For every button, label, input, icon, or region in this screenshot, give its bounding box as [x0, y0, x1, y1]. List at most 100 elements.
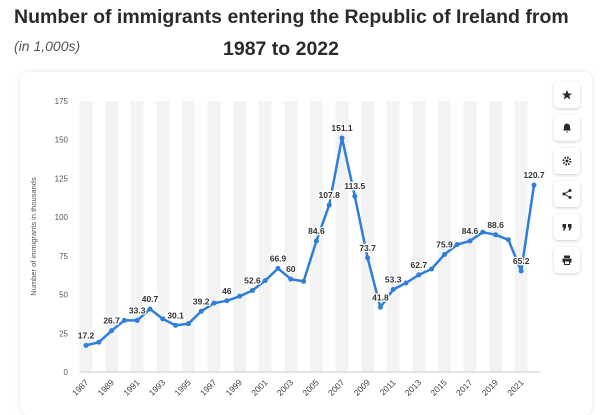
data-point	[173, 322, 179, 328]
chart-card: 0 25 50 75 100 125 150 175 Number of immigrants …	[20, 72, 592, 415]
y-tick-label: 150	[55, 136, 69, 145]
x-tick-label: 1997	[198, 377, 219, 398]
data-point	[352, 193, 358, 199]
page-title: Number of immigrants entering the Republ…	[14, 6, 569, 28]
grid-band	[156, 101, 170, 372]
data-label: 46	[222, 286, 232, 296]
grid-band	[412, 101, 426, 372]
data-point	[147, 306, 153, 312]
notification-button[interactable]	[554, 115, 580, 141]
data-point	[339, 135, 345, 141]
data-point	[326, 202, 332, 208]
grid-band	[310, 101, 323, 372]
x-tick-label: 2007	[326, 377, 347, 398]
data-point	[505, 237, 511, 243]
data-label: 53.3	[385, 274, 402, 284]
x-tick-label: 2003	[275, 377, 296, 398]
grid-band	[386, 101, 400, 372]
x-tick-label: 2013	[403, 377, 424, 398]
share-button[interactable]	[554, 181, 580, 207]
data-label: 41.8	[372, 292, 389, 302]
data-point	[198, 308, 204, 314]
data-point	[121, 317, 127, 323]
grid-band	[130, 101, 144, 372]
data-label: 39.2	[193, 296, 210, 306]
grid-band	[79, 101, 93, 372]
grid-band	[207, 101, 221, 372]
data-label: 40.7	[142, 294, 159, 304]
x-tick-label: 1991	[121, 377, 142, 398]
x-tick-label: 1993	[147, 377, 168, 398]
data-label: 17.2	[78, 330, 95, 340]
data-point	[441, 251, 447, 257]
grid-band	[463, 101, 477, 372]
data-point	[467, 238, 473, 244]
data-point	[96, 339, 102, 345]
data-point	[531, 182, 537, 188]
data-label: 88.6	[487, 220, 504, 230]
data-point	[301, 278, 307, 284]
x-tick-label: 2021	[505, 377, 526, 398]
gear-icon	[562, 156, 572, 166]
y-tick-label: 100	[55, 213, 69, 222]
print-icon	[562, 255, 572, 265]
y-tick-label: 25	[59, 329, 68, 338]
data-label: 75.9	[436, 239, 453, 249]
data-point	[237, 293, 243, 299]
grid-band	[438, 101, 451, 372]
grid-band	[514, 101, 528, 372]
grid-band	[258, 101, 272, 372]
x-tick-label: 2005	[300, 377, 321, 398]
star-icon	[562, 90, 572, 100]
y-tick-label: 125	[55, 174, 69, 183]
grid-band	[284, 101, 298, 372]
y-tick-label: 75	[59, 252, 68, 261]
x-tick-label: 2019	[480, 377, 501, 398]
quote-icon	[562, 224, 572, 231]
share-icon	[562, 189, 572, 199]
data-label: 66.9	[270, 253, 287, 263]
grid-band	[233, 101, 246, 372]
data-point	[518, 268, 524, 274]
page-title-line2: 1987 to 2022	[223, 38, 340, 60]
x-tick-label: 2015	[428, 377, 449, 398]
data-point	[377, 304, 383, 310]
data-point	[493, 232, 499, 238]
line-chart: 0 25 50 75 100 125 150 175 Number of immigrants …	[29, 97, 546, 398]
favorite-button[interactable]	[554, 82, 580, 108]
data-point	[83, 342, 89, 348]
data-point	[313, 238, 319, 244]
data-label: 107.8	[319, 190, 341, 200]
data-point	[365, 255, 371, 261]
data-label: 120.7	[523, 170, 545, 180]
data-point	[262, 278, 268, 284]
grid-band	[105, 101, 118, 372]
y-tick-label: 0	[64, 368, 69, 377]
data-point	[454, 242, 460, 248]
grid-band	[335, 101, 349, 372]
data-point	[403, 280, 409, 286]
data-label: 52.6	[244, 276, 261, 286]
data-point	[109, 328, 115, 334]
data-label: 151.1	[331, 123, 353, 133]
settings-button[interactable]	[554, 148, 580, 174]
data-point	[224, 298, 230, 304]
y-tick-label: 175	[55, 97, 69, 106]
x-tick-label: 2011	[378, 377, 398, 397]
data-label: 65.2	[513, 256, 530, 266]
y-axis-title: Number of immigrants in thousands	[29, 177, 38, 296]
chart-subtitle: (in 1,000s)	[14, 38, 81, 54]
data-point	[160, 316, 166, 322]
data-point	[288, 276, 294, 282]
data-label: 30.1	[167, 310, 184, 320]
data-point	[429, 266, 435, 272]
x-tick-label: 2017	[454, 377, 475, 398]
data-label: 113.5	[344, 181, 365, 191]
x-tick-label: 1999	[224, 377, 245, 398]
cite-button[interactable]	[554, 214, 580, 240]
data-label: 73.7	[359, 243, 376, 253]
grid-band	[361, 101, 374, 372]
print-button[interactable]	[554, 247, 580, 273]
data-label: 84.6	[308, 226, 325, 236]
data-label: 60	[286, 264, 296, 274]
